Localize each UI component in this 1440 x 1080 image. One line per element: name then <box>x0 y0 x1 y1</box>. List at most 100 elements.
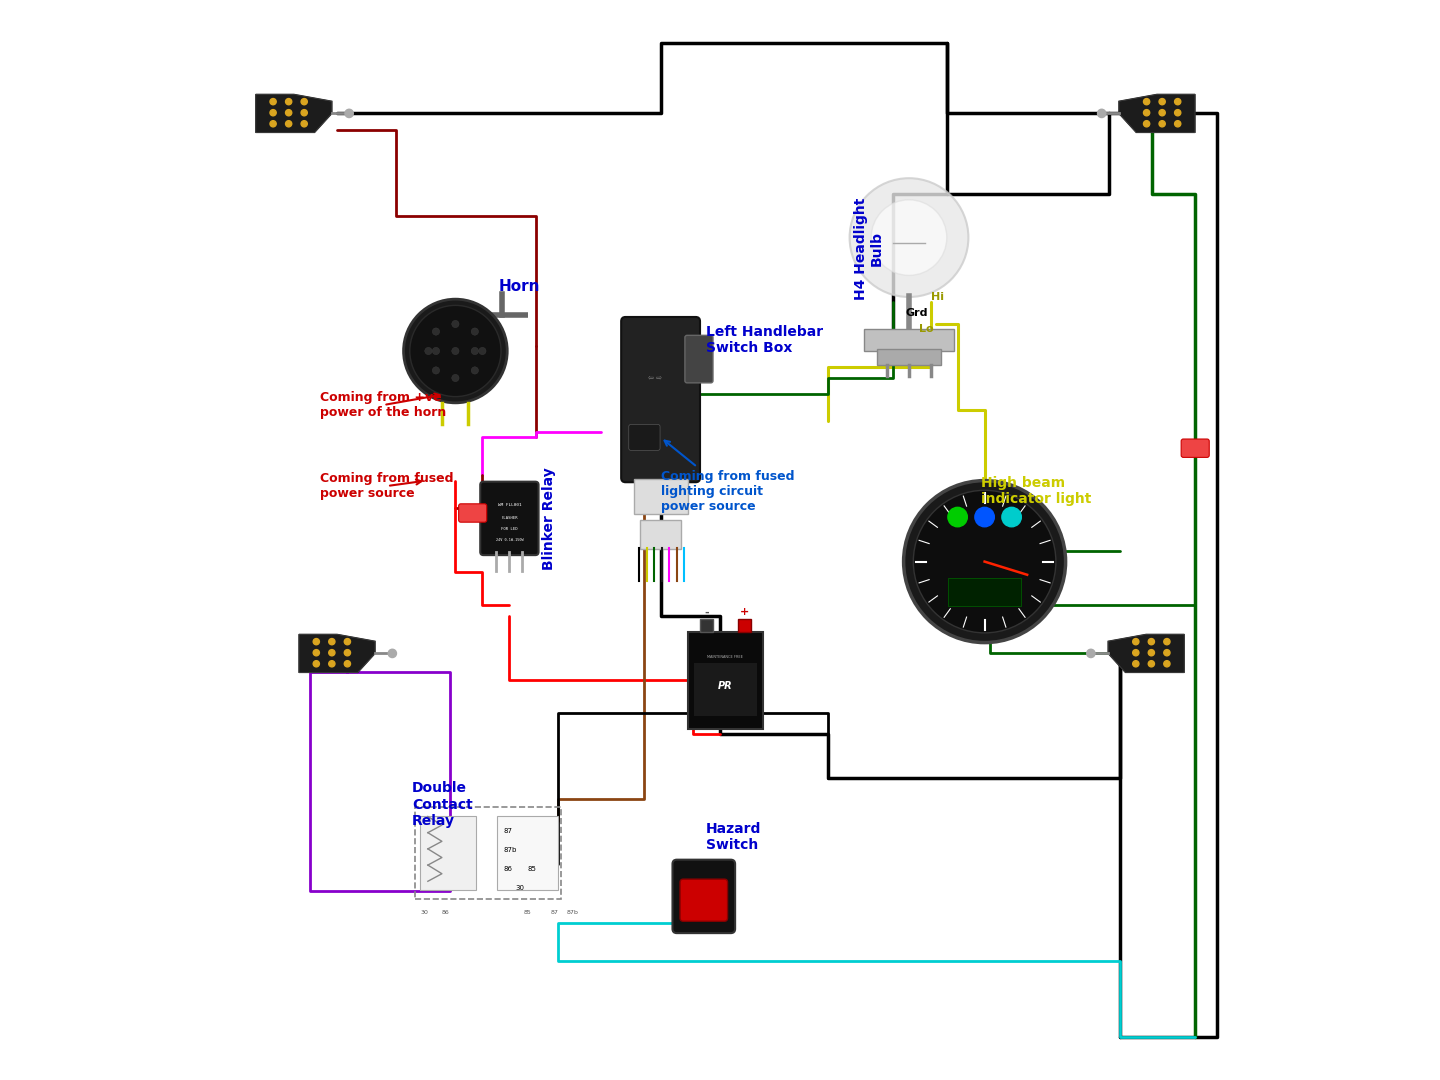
Circle shape <box>344 638 350 645</box>
Circle shape <box>328 638 336 645</box>
Circle shape <box>312 661 320 666</box>
Circle shape <box>1175 109 1181 116</box>
Text: PR: PR <box>719 680 733 691</box>
Text: 85: 85 <box>524 909 531 915</box>
Text: 86: 86 <box>503 866 513 873</box>
Text: FLASHER: FLASHER <box>501 516 518 521</box>
Circle shape <box>1159 98 1165 105</box>
Circle shape <box>1164 649 1171 656</box>
FancyBboxPatch shape <box>685 335 713 383</box>
Text: -: - <box>704 607 708 618</box>
Circle shape <box>328 649 336 656</box>
Circle shape <box>1159 121 1165 126</box>
Circle shape <box>285 121 292 126</box>
Circle shape <box>285 98 292 105</box>
Text: Coming from fused
power source: Coming from fused power source <box>320 472 454 500</box>
Text: ⇦ ⇨: ⇦ ⇨ <box>648 375 662 381</box>
FancyBboxPatch shape <box>629 424 660 450</box>
Bar <box>415 808 560 899</box>
Polygon shape <box>1109 634 1184 673</box>
Circle shape <box>1143 121 1149 126</box>
Circle shape <box>328 661 336 666</box>
FancyBboxPatch shape <box>480 482 539 555</box>
Circle shape <box>948 508 968 527</box>
Circle shape <box>1133 661 1139 666</box>
Polygon shape <box>1119 94 1195 133</box>
FancyBboxPatch shape <box>1181 438 1210 458</box>
FancyBboxPatch shape <box>458 503 487 522</box>
Circle shape <box>1133 649 1139 656</box>
Circle shape <box>1143 109 1149 116</box>
Text: 24V 0.1W-150W: 24V 0.1W-150W <box>495 538 523 542</box>
Circle shape <box>269 109 276 116</box>
Text: Blinker Relay: Blinker Relay <box>543 467 556 570</box>
Bar <box>420 816 475 890</box>
Text: WM FLL001: WM FLL001 <box>498 503 521 508</box>
Text: 30: 30 <box>420 909 428 915</box>
Bar <box>864 329 955 351</box>
Circle shape <box>346 109 353 118</box>
Circle shape <box>850 178 968 297</box>
Circle shape <box>432 328 439 335</box>
Circle shape <box>913 490 1056 633</box>
Text: Coming from +ve
power of the horn: Coming from +ve power of the horn <box>320 391 446 419</box>
Bar <box>694 662 757 716</box>
Circle shape <box>432 367 439 374</box>
Circle shape <box>471 348 478 354</box>
Circle shape <box>410 306 501 396</box>
Circle shape <box>1164 638 1171 645</box>
Circle shape <box>1002 508 1021 527</box>
Text: Left Handlebar
Switch Box: Left Handlebar Switch Box <box>706 325 824 355</box>
Circle shape <box>312 649 320 656</box>
Polygon shape <box>256 94 331 133</box>
Circle shape <box>1148 649 1155 656</box>
Text: MAINTENANCE FREE: MAINTENANCE FREE <box>707 654 743 659</box>
Bar <box>688 632 763 729</box>
Circle shape <box>1097 109 1106 118</box>
Text: FOR LED: FOR LED <box>501 527 518 531</box>
Text: H4 Headlight
Bulb: H4 Headlight Bulb <box>854 198 884 299</box>
Circle shape <box>285 109 292 116</box>
Circle shape <box>1087 649 1094 658</box>
Text: +: + <box>740 607 749 618</box>
Text: Double
Contact
Relay: Double Contact Relay <box>412 782 472 827</box>
Circle shape <box>1143 98 1149 105</box>
Text: Grd: Grd <box>906 308 929 319</box>
FancyBboxPatch shape <box>639 521 681 550</box>
Bar <box>948 578 1021 606</box>
Bar <box>737 619 750 632</box>
Text: 86: 86 <box>442 909 449 915</box>
Text: Horn: Horn <box>498 279 540 294</box>
Circle shape <box>1164 661 1171 666</box>
Circle shape <box>975 508 995 527</box>
FancyBboxPatch shape <box>680 879 727 921</box>
Bar <box>877 349 942 365</box>
Circle shape <box>301 121 307 126</box>
Text: Hi: Hi <box>930 292 943 302</box>
Circle shape <box>904 481 1066 643</box>
FancyBboxPatch shape <box>672 860 736 933</box>
Text: 87b: 87b <box>567 909 579 915</box>
Text: High beam
indicator light: High beam indicator light <box>982 476 1092 507</box>
Circle shape <box>478 348 487 354</box>
Circle shape <box>1148 661 1155 666</box>
Circle shape <box>871 200 948 275</box>
Bar <box>497 816 557 890</box>
FancyBboxPatch shape <box>621 318 700 482</box>
Circle shape <box>1159 109 1165 116</box>
Text: 85: 85 <box>527 866 536 873</box>
Circle shape <box>471 328 478 335</box>
Circle shape <box>1175 121 1181 126</box>
Text: 30: 30 <box>516 886 524 891</box>
Circle shape <box>425 348 432 354</box>
Circle shape <box>1148 638 1155 645</box>
Circle shape <box>403 299 507 403</box>
Circle shape <box>1133 638 1139 645</box>
Text: 87: 87 <box>550 909 559 915</box>
Circle shape <box>312 638 320 645</box>
Circle shape <box>1175 98 1181 105</box>
Circle shape <box>344 661 350 666</box>
Circle shape <box>452 348 459 354</box>
Circle shape <box>301 98 307 105</box>
Circle shape <box>269 121 276 126</box>
